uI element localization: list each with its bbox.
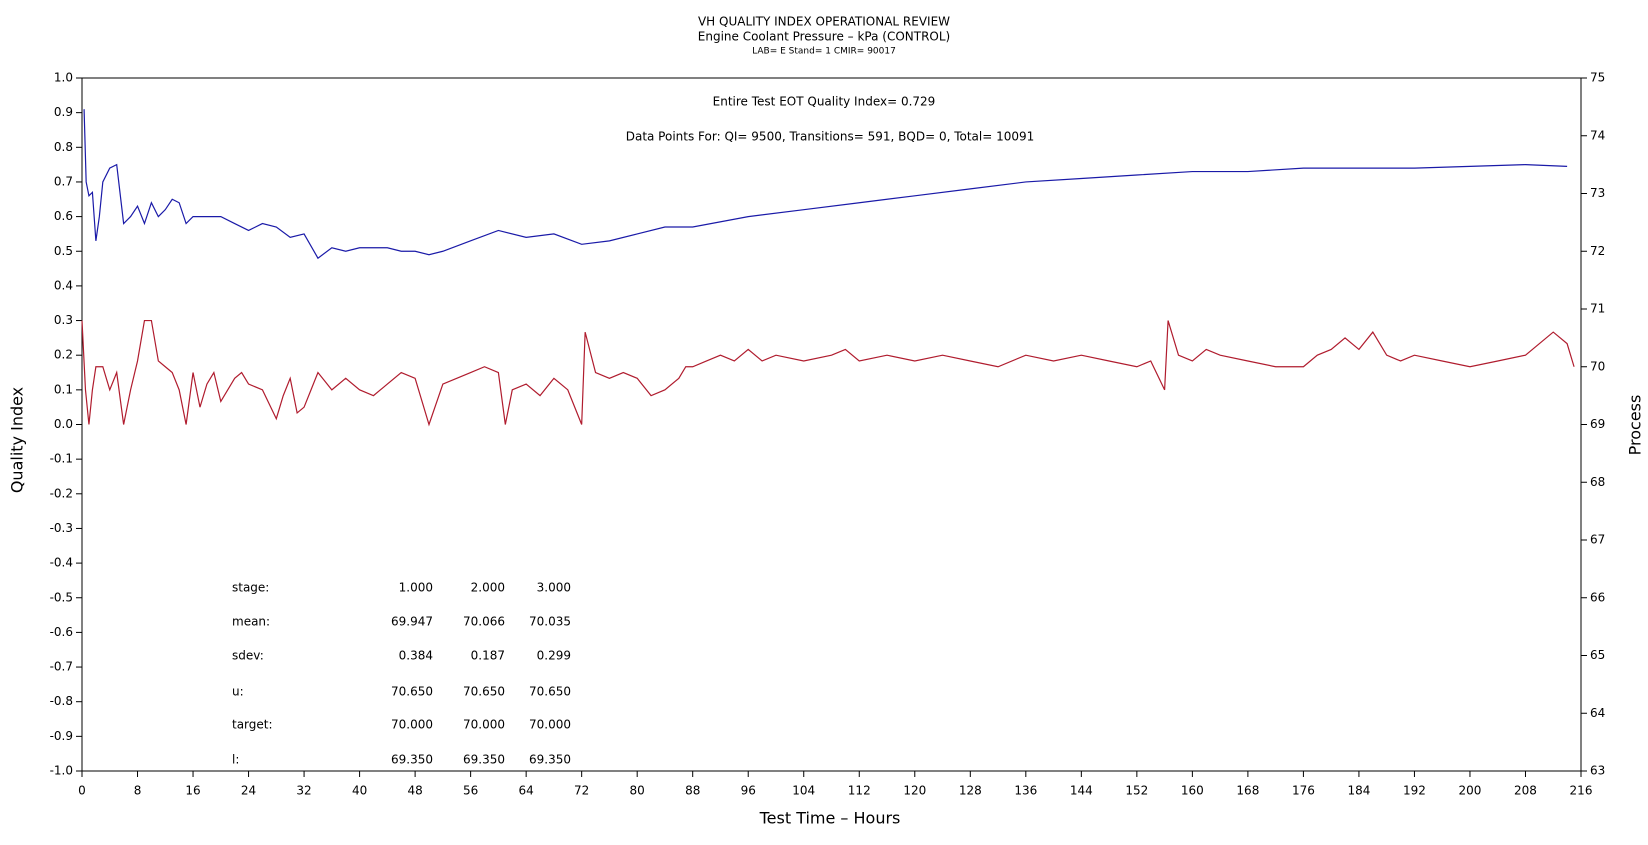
stats-value: 69.947 xyxy=(391,615,433,629)
x-tick-label: 192 xyxy=(1403,784,1426,798)
x-tick-label: 64 xyxy=(519,784,534,798)
stats-value: 69.350 xyxy=(463,753,505,767)
stats-label: sdev: xyxy=(232,649,264,663)
stats-value: 2.000 xyxy=(471,581,505,595)
stats-value: 70.066 xyxy=(463,615,505,629)
stats-value: 0.187 xyxy=(471,649,505,663)
x-tick-label: 40 xyxy=(352,784,367,798)
y-tick-label: 0.0 xyxy=(54,417,73,431)
y-tick-label: 0.6 xyxy=(54,209,73,223)
y-tick-label: 0.9 xyxy=(54,105,73,119)
x-tick-label: 80 xyxy=(630,784,645,798)
x-tick-label: 96 xyxy=(741,784,756,798)
stats-label: mean: xyxy=(232,615,270,629)
chart-title: VH QUALITY INDEX OPERATIONAL REVIEW xyxy=(698,15,950,29)
x-tick-label: 200 xyxy=(1459,784,1482,798)
y-tick-label: 0.7 xyxy=(54,174,73,188)
y2-tick-label: 67 xyxy=(1590,533,1605,547)
y2-tick-label: 74 xyxy=(1590,128,1605,142)
x-tick-label: 160 xyxy=(1181,784,1204,798)
x-tick-label: 168 xyxy=(1236,784,1259,798)
stats-label: target: xyxy=(232,718,273,732)
annotation: Entire Test EOT Quality Index= 0.729 xyxy=(713,95,936,109)
x-tick-label: 0 xyxy=(78,784,86,798)
stats-value: 70.035 xyxy=(529,615,571,629)
x-tick-label: 152 xyxy=(1125,784,1148,798)
x-tick-label: 104 xyxy=(792,784,815,798)
y-tick-label: -0.4 xyxy=(50,556,73,570)
y-tick-label: -0.7 xyxy=(50,660,73,674)
y-tick-label: 0.5 xyxy=(54,244,73,258)
stats-value: 69.350 xyxy=(529,753,571,767)
y-tick-label: 0.4 xyxy=(54,278,73,292)
y-tick-label: 0.1 xyxy=(54,382,73,396)
y2-tick-label: 73 xyxy=(1590,186,1605,200)
stats-value: 3.000 xyxy=(537,581,571,595)
plot-frame xyxy=(81,77,1582,772)
stats-value: 70.650 xyxy=(463,685,505,699)
x-tick-label: 112 xyxy=(848,784,871,798)
stats-label: stage: xyxy=(232,581,269,595)
y-tick-label: -1.0 xyxy=(50,764,73,778)
stats-value: 1.000 xyxy=(399,581,433,595)
y2-tick-label: 64 xyxy=(1590,706,1605,720)
y2-tick-label: 72 xyxy=(1590,244,1605,258)
y2-tick-label: 69 xyxy=(1590,417,1605,431)
y-tick-label: 1.0 xyxy=(54,71,73,85)
y2-tick-label: 75 xyxy=(1590,71,1605,85)
stats-value: 70.000 xyxy=(529,718,571,732)
stats-value: 0.384 xyxy=(399,649,433,663)
y-axis-label: Quality Index xyxy=(8,387,27,493)
x-tick-label: 176 xyxy=(1292,784,1315,798)
y-tick-label: -0.1 xyxy=(50,452,73,466)
y2-tick-label: 68 xyxy=(1590,475,1605,489)
x-tick-label: 56 xyxy=(463,784,478,798)
x-tick-label: 184 xyxy=(1347,784,1370,798)
x-tick-label: 128 xyxy=(959,784,982,798)
y2-tick-label: 70 xyxy=(1590,359,1605,373)
y-tick-label: 0.2 xyxy=(54,348,73,362)
stats-label: l: xyxy=(232,753,239,767)
chart-subtitle: Engine Coolant Pressure – kPa (CONTROL) xyxy=(698,30,950,44)
chart-subtitle: LAB= E Stand= 1 CMIR= 90017 xyxy=(752,47,896,57)
y2-tick-label: 71 xyxy=(1590,302,1605,316)
stats-value: 70.650 xyxy=(391,685,433,699)
y-tick-label: 0.8 xyxy=(54,140,73,154)
y-tick-label: -0.2 xyxy=(50,486,73,500)
stats-value: 0.299 xyxy=(537,649,571,663)
y-tick-label: -0.8 xyxy=(50,694,73,708)
stats-value: 70.650 xyxy=(529,685,571,699)
x-tick-label: 72 xyxy=(574,784,589,798)
x-tick-label: 88 xyxy=(685,784,700,798)
stats-value: 70.000 xyxy=(391,718,433,732)
y-tick-label: -0.6 xyxy=(50,625,73,639)
stats-value: 70.000 xyxy=(463,718,505,732)
stats-value: 69.350 xyxy=(391,753,433,767)
x-tick-label: 48 xyxy=(407,784,422,798)
y2-axis-label: Process xyxy=(1626,395,1645,456)
x-tick-label: 24 xyxy=(241,784,256,798)
y-tick-label: -0.9 xyxy=(50,729,73,743)
x-tick-label: 216 xyxy=(1570,784,1593,798)
annotation: Data Points For: QI= 9500, Transitions= … xyxy=(626,130,1035,144)
y2-tick-label: 66 xyxy=(1590,590,1605,604)
stats-label: u: xyxy=(232,685,244,699)
y2-tick-label: 63 xyxy=(1590,764,1605,778)
x-tick-label: 120 xyxy=(903,784,926,798)
y-tick-label: -0.3 xyxy=(50,521,73,535)
y-tick-label: -0.5 xyxy=(50,590,73,604)
x-tick-label: 208 xyxy=(1514,784,1537,798)
y2-tick-label: 65 xyxy=(1590,648,1605,662)
x-tick-label: 8 xyxy=(134,784,142,798)
x-axis-label: Test Time – Hours xyxy=(759,809,901,828)
data-line xyxy=(83,109,1568,260)
y-tick-label: 0.3 xyxy=(54,313,73,327)
data-line xyxy=(81,319,1575,427)
x-tick-label: 16 xyxy=(185,784,200,798)
x-tick-label: 144 xyxy=(1070,784,1093,798)
x-tick-label: 32 xyxy=(296,784,311,798)
x-tick-label: 136 xyxy=(1014,784,1037,798)
